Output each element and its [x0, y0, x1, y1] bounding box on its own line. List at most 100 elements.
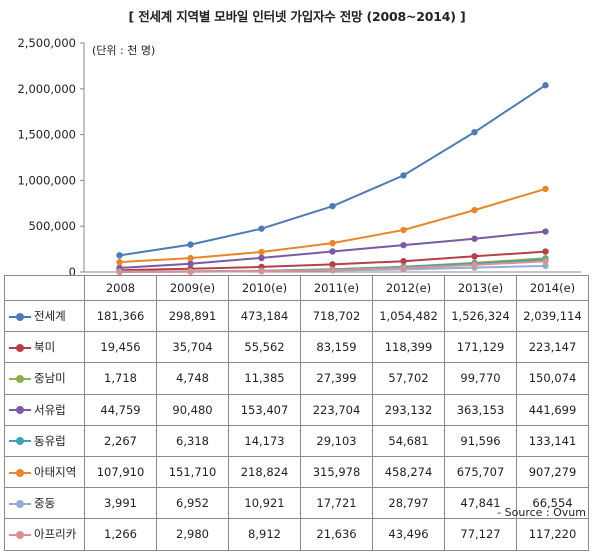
- data-point: [329, 248, 336, 255]
- series-name: 동유럽: [34, 433, 66, 448]
- series-name: 아태지역: [34, 465, 77, 480]
- data-label: 1,718: [84, 362, 157, 395]
- data-point: [471, 206, 478, 214]
- data-label: 293,132: [372, 393, 445, 426]
- data-label: 19,456: [84, 331, 157, 364]
- legend-key-icon: [9, 436, 31, 446]
- chart-axes: [83, 43, 581, 273]
- legend-entry: 중남미: [4, 362, 85, 395]
- data-label: 27,399: [300, 362, 373, 395]
- legend-entry: 아태지역: [4, 455, 85, 489]
- data-point: [258, 267, 265, 275]
- data-label: 90,480: [156, 393, 229, 426]
- table-row: 중남미 1,718 4,748 11,385 27,399 57,702 99,770 150…: [4, 362, 589, 395]
- data-label: 17,721: [300, 487, 373, 520]
- data-point: [400, 264, 407, 272]
- data-label: 133,141: [516, 424, 589, 457]
- data-point: [329, 202, 336, 210]
- y-tick-label: 2,500,000: [17, 36, 76, 50]
- table-row: 서유럽 44,759 90,480 153,407 223,704 293,132 363,…: [4, 393, 589, 426]
- table-corner-cell: [4, 275, 85, 301]
- data-label: 43,496: [372, 518, 445, 551]
- legend-entry: 아프리카: [4, 518, 85, 551]
- y-tick-label: 2,000,000: [17, 82, 76, 96]
- data-point: [187, 268, 194, 275]
- data-label: 6,318: [156, 424, 229, 457]
- data-point: [329, 266, 336, 274]
- data-point: [542, 82, 549, 89]
- series-name: 중남미: [34, 371, 66, 386]
- data-label: 458,274: [372, 455, 445, 489]
- table-row: 전세계 181,366 298,891 473,184 718,702 1,054,482…: [4, 299, 589, 333]
- series-name: 중동: [34, 496, 56, 511]
- data-label: 77,127: [444, 518, 517, 551]
- y-axis-ticks: 0 500,000 1,000,000 1,500,000 2,000,000 2,500…: [17, 36, 84, 279]
- legend-key-icon: [9, 499, 31, 509]
- legend-entry: 서유럽: [4, 393, 85, 426]
- series-points: [116, 82, 549, 276]
- data-label: 91,596: [444, 424, 517, 457]
- data-point: [400, 241, 407, 249]
- data-label: 315,978: [300, 455, 373, 489]
- table-row: 아태지역 107,910 151,710 218,824 315,978 458,274 6…: [4, 455, 589, 489]
- data-label: 118,399: [372, 331, 445, 364]
- data-label: 14,173: [228, 424, 301, 457]
- series-line: [119, 84, 547, 257]
- series-name: 서유럽: [34, 402, 66, 417]
- table-row: 동유럽 2,267 6,318 14,173 29,103 54,681 91,596 133…: [4, 424, 589, 457]
- data-label: 10,921: [228, 487, 301, 520]
- data-label: 151,710: [156, 455, 229, 489]
- unit-label: (단위 : 천 명): [92, 44, 156, 57]
- data-label: 35,704: [156, 331, 229, 364]
- data-label: 2,267: [84, 424, 157, 457]
- data-label: 117,220: [516, 518, 589, 551]
- data-point: [542, 262, 549, 270]
- data-label: 675,707: [444, 455, 517, 489]
- data-label: 57,702: [372, 362, 445, 395]
- data-point: [542, 258, 549, 265]
- data-point: [400, 172, 407, 179]
- series-name: 전세계: [34, 309, 66, 324]
- legend-key-icon: [9, 405, 31, 415]
- table-row: 북미 19,456 35,704 55,562 83,159 118,399 171,129…: [4, 331, 589, 364]
- data-point: [116, 258, 123, 266]
- data-label: 21,636: [300, 518, 373, 551]
- legend-key-icon: [9, 312, 31, 322]
- data-point: [471, 235, 478, 242]
- data-label: 8,912: [228, 518, 301, 551]
- data-point: [258, 248, 265, 256]
- series-name: 북미: [34, 340, 56, 355]
- data-label: 223,147: [516, 331, 589, 364]
- data-label: 99,770: [444, 362, 517, 395]
- data-point: [542, 185, 549, 193]
- data-point: [187, 241, 194, 248]
- data-label: 29,103: [300, 424, 373, 457]
- data-label: 718,702: [300, 299, 373, 333]
- data-point: [258, 254, 265, 262]
- legend-entry: 동유럽: [4, 424, 85, 457]
- legend-entry: 중동: [4, 487, 85, 520]
- data-label: 223,704: [300, 393, 373, 426]
- data-label: 55,562: [228, 331, 301, 364]
- chart-title: [ 전세계 지역별 모바일 인터넷 가입자수 전망 (2008~2014) ]: [128, 9, 466, 24]
- data-point: [258, 225, 265, 232]
- data-label: 171,129: [444, 331, 517, 364]
- legend-key-icon: [9, 374, 31, 384]
- data-label: 218,824: [228, 455, 301, 489]
- y-tick-label: 0: [69, 265, 76, 279]
- data-label: 54,681: [372, 424, 445, 457]
- data-label: 47,841: [444, 487, 517, 520]
- data-label: 153,407: [228, 393, 301, 426]
- data-label: 4,748: [156, 362, 229, 395]
- data-point: [187, 260, 194, 267]
- data-point: [542, 248, 549, 255]
- data-point: [542, 228, 549, 235]
- data-label: 473,184: [228, 299, 301, 333]
- y-tick-label: 500,000: [28, 219, 76, 233]
- data-label: 3,991: [84, 487, 157, 520]
- data-label: 150,074: [516, 362, 589, 395]
- source-note: - Source : Ovum: [497, 506, 586, 519]
- data-label: 28,797: [372, 487, 445, 520]
- data-label: 6,952: [156, 487, 229, 520]
- x-tick-label: 2013(e): [444, 275, 517, 301]
